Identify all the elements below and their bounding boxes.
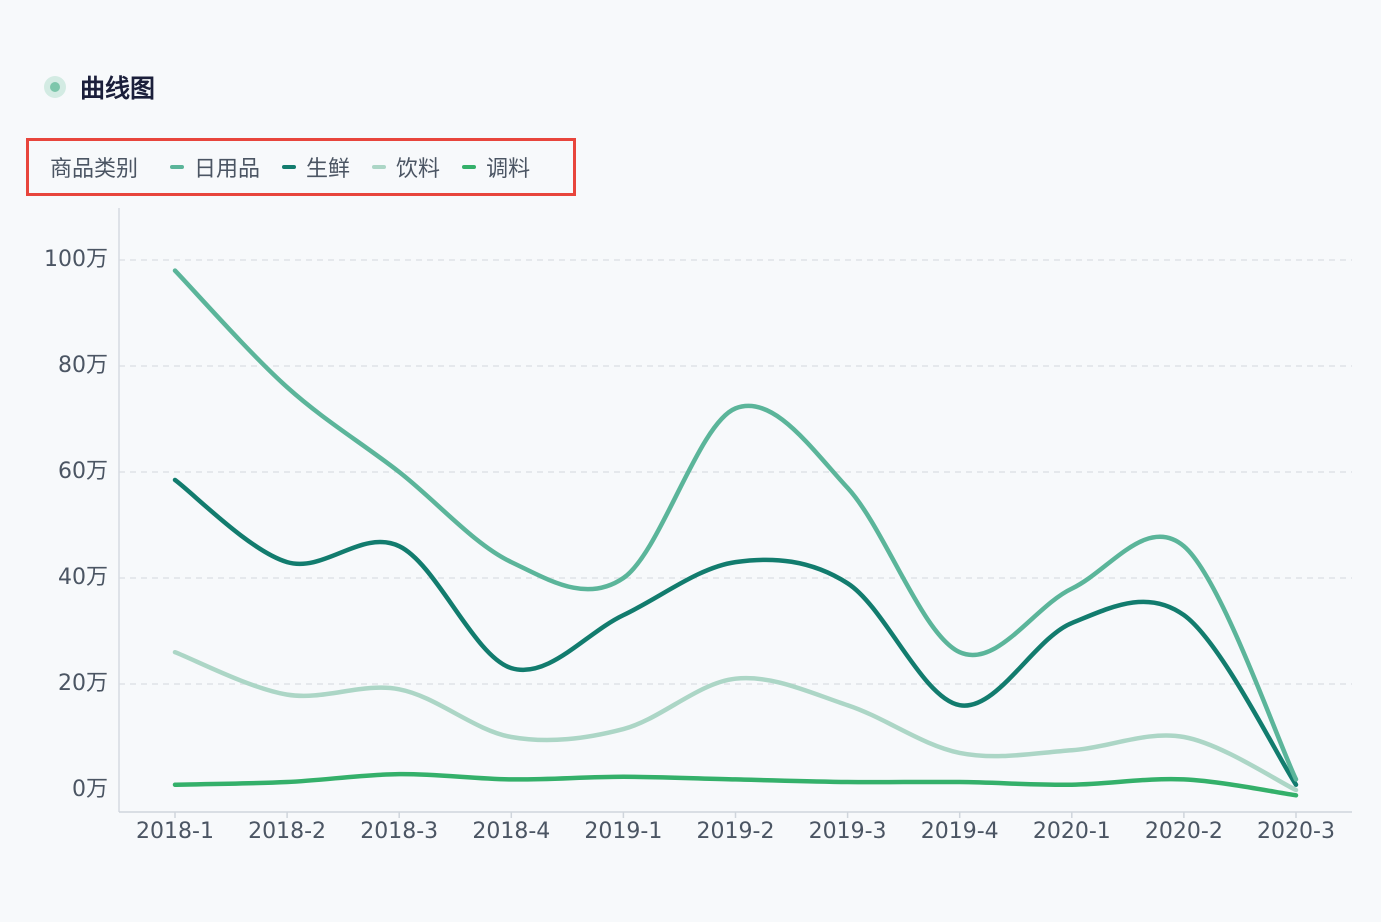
title-dot-icon xyxy=(44,76,66,98)
y-axis-labels: 0万 20万 40万 60万 80万 100万 xyxy=(44,247,108,802)
series-line-fresh xyxy=(172,477,1299,787)
axes xyxy=(118,208,1352,818)
legend-title: 商品类别 xyxy=(50,157,139,182)
legend-item-seasoning[interactable]: 调料 xyxy=(462,151,530,183)
y-tick-label: 20万 xyxy=(58,671,108,696)
grid-lines xyxy=(119,259,1352,685)
legend-item-label: 调料 xyxy=(486,157,531,182)
y-tick-label: 60万 xyxy=(58,459,108,484)
legend-item-daily[interactable]: 日用品 xyxy=(170,151,260,183)
legend: 商品类别 日用品 生鲜 饮料 调料 xyxy=(26,138,576,196)
x-tick-label: 2018-1 xyxy=(136,819,214,844)
legend-item-drinks[interactable]: 饮料 xyxy=(372,151,440,183)
x-tick-label: 2020-1 xyxy=(1033,819,1111,844)
y-tick-label: 80万 xyxy=(58,353,108,378)
legend-swatch-icon xyxy=(462,165,477,169)
x-tick-label: 2020-2 xyxy=(1145,819,1223,844)
series-line-seasoning xyxy=(172,771,1299,798)
x-tick-label: 2018-3 xyxy=(360,819,438,844)
x-axis-labels: 2018-1 2018-2 2018-3 2018-4 2019-1 2019-2 2019… xyxy=(136,819,1335,844)
legend-item-label: 饮料 xyxy=(396,157,441,182)
legend-item-fresh[interactable]: 生鲜 xyxy=(282,151,350,183)
y-tick-label: 0万 xyxy=(72,777,108,802)
legend-swatch-icon xyxy=(170,165,185,169)
x-tick-label: 2019-2 xyxy=(697,819,775,844)
y-tick-label: 100万 xyxy=(44,247,108,272)
x-tick-label: 2018-4 xyxy=(472,819,550,844)
series-lines xyxy=(172,268,1299,798)
legend-swatch-icon xyxy=(282,165,297,169)
chart-title: 曲线图 xyxy=(80,74,156,103)
legend-item-label: 生鲜 xyxy=(306,157,351,182)
legend-item-label: 日用品 xyxy=(194,157,261,182)
x-tick-label: 2019-3 xyxy=(809,819,887,844)
y-tick-label: 40万 xyxy=(58,565,108,590)
chart-header: 曲线图 xyxy=(44,70,155,104)
legend-swatch-icon xyxy=(372,165,387,169)
x-tick-label: 2019-4 xyxy=(921,819,999,844)
x-tick-label: 2018-2 xyxy=(248,819,326,844)
series-line-daily xyxy=(172,268,1299,782)
x-tick-label: 2020-3 xyxy=(1257,819,1335,844)
series-line-drinks xyxy=(172,649,1299,793)
x-tick-label: 2019-1 xyxy=(584,819,662,844)
